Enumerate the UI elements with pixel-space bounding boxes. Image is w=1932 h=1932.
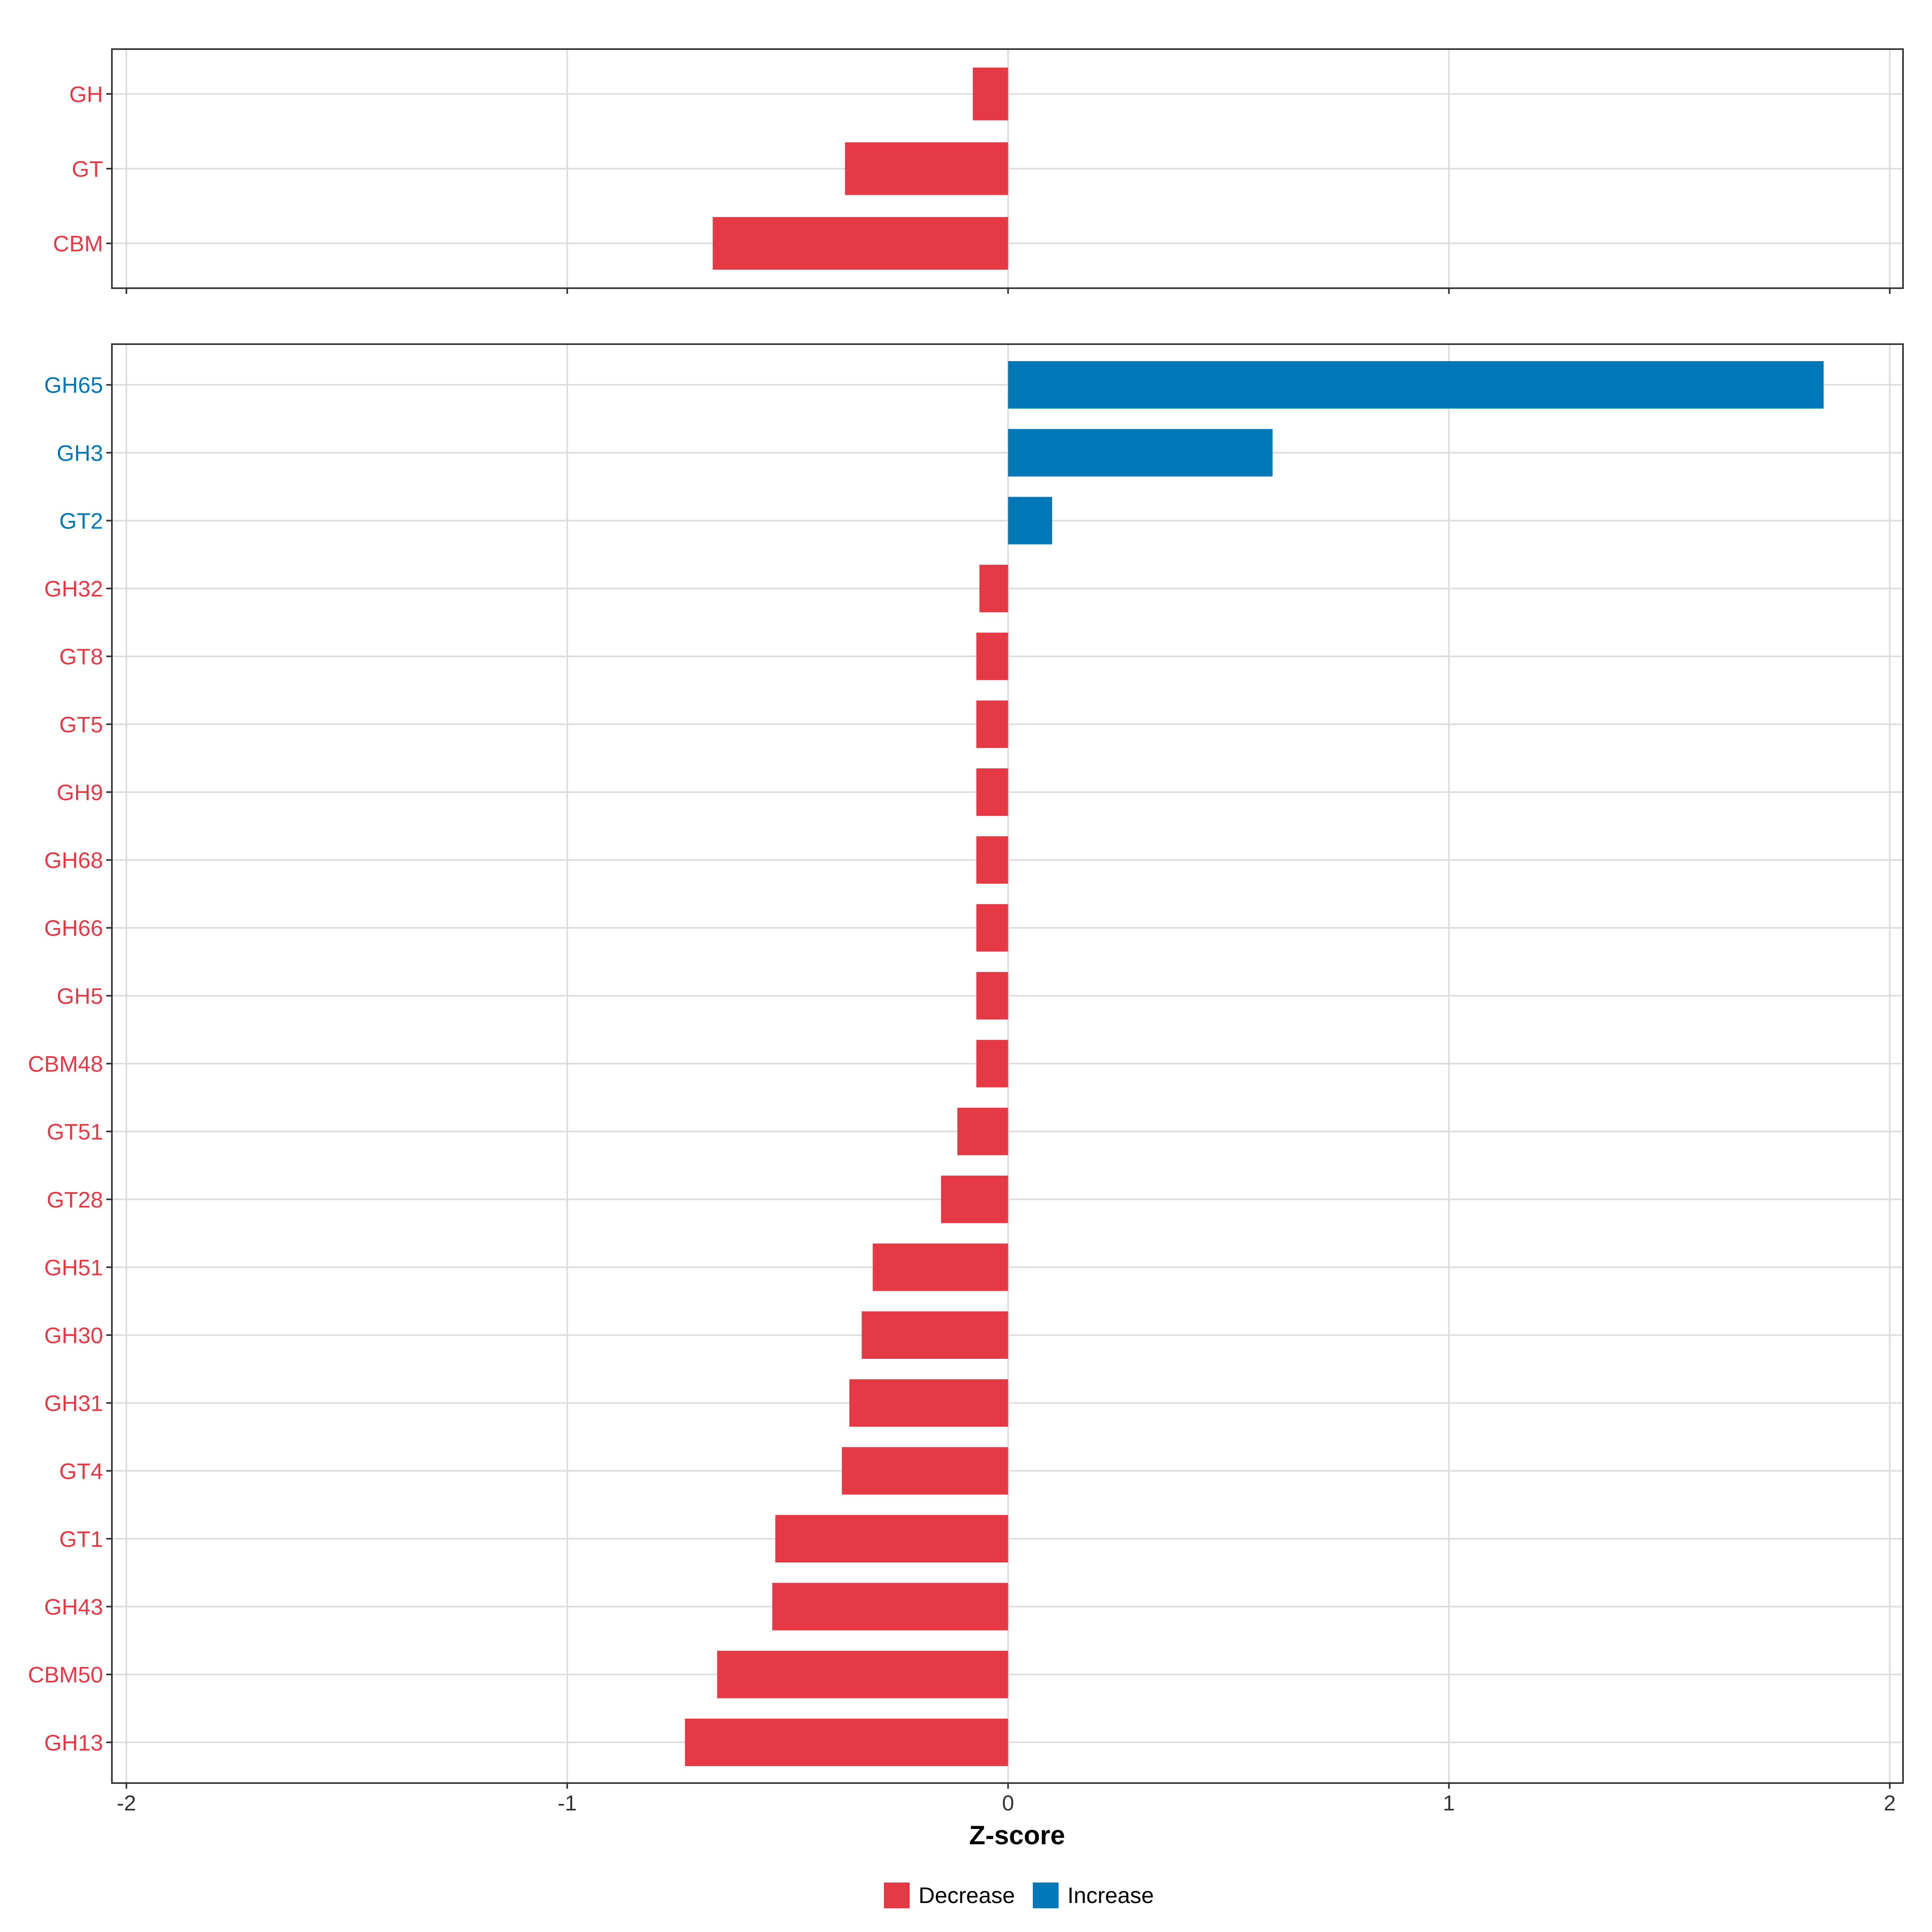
category-label-cbm: CBM	[53, 231, 103, 256]
bar-gt28	[941, 1175, 1008, 1223]
legend-swatch-decrease	[884, 1882, 910, 1908]
bar-gh32	[979, 565, 1008, 613]
category-label-gh51: GH51	[44, 1255, 103, 1280]
x-tick-label-4: 2	[1884, 1791, 1896, 1815]
x-tick-label-3: 1	[1443, 1791, 1455, 1815]
bar-gt4	[842, 1447, 1008, 1495]
bar-cbm50	[717, 1651, 1008, 1699]
bar-gh5	[976, 972, 1008, 1020]
bar-gh9	[976, 768, 1008, 816]
bar-gh30	[861, 1311, 1008, 1359]
bar-gt8	[976, 632, 1008, 680]
x-tick-label-1: -1	[557, 1791, 577, 1815]
bar-gh	[972, 67, 1008, 120]
category-label-gt1: GT1	[59, 1526, 103, 1552]
bar-gt2	[1008, 497, 1053, 545]
legend-swatch-increase	[1033, 1882, 1059, 1908]
bar-gh68	[976, 836, 1008, 884]
bar-gh13	[685, 1718, 1008, 1766]
category-label-gh32: GH32	[44, 576, 103, 601]
bar-gt	[845, 142, 1008, 195]
category-label-gh13: GH13	[44, 1730, 103, 1755]
category-label-gt2: GT2	[59, 508, 103, 533]
bar-gh43	[772, 1583, 1008, 1631]
bar-gt5	[976, 700, 1008, 748]
category-label-gt51: GT51	[47, 1119, 103, 1144]
category-label-gt: GT	[72, 156, 103, 182]
category-label-gh30: GH30	[44, 1323, 103, 1348]
category-label-cbm50: CBM50	[28, 1662, 103, 1687]
category-label-gt8: GT8	[59, 644, 103, 669]
category-label-gh66: GH66	[44, 915, 103, 941]
category-label-gh9: GH9	[57, 780, 103, 805]
bar-gh65	[1008, 361, 1824, 409]
category-label-gh43: GH43	[44, 1594, 103, 1620]
category-label-gt28: GT28	[47, 1187, 103, 1212]
bar-gh3	[1008, 429, 1273, 477]
category-label-cbm48: CBM48	[28, 1051, 103, 1077]
category-label-gt4: GT4	[59, 1458, 103, 1484]
bar-gh51	[873, 1243, 1008, 1291]
category-label-gh: GH	[69, 81, 103, 107]
bottom-panel: GH65 GH3 GT2 GH32 GT8 GT5 GH9 GH68 GH66 GH5 CBM48 G…	[28, 343, 1904, 1815]
category-label-gh31: GH31	[44, 1391, 103, 1416]
bar-cbm48	[976, 1040, 1008, 1088]
x-tick-label-2: 0	[1002, 1791, 1014, 1815]
category-label-gh68: GH68	[44, 848, 103, 873]
legend-label-increase: Increase	[1067, 1882, 1154, 1908]
legend-label-decrease: Decrease	[919, 1882, 1015, 1908]
bar-cbm	[712, 217, 1008, 270]
legend: Decrease Increase	[884, 1882, 1154, 1908]
top-panel: GH GT CBM	[53, 48, 1904, 294]
category-label-gh5: GH5	[57, 983, 103, 1009]
bar-gh31	[849, 1379, 1008, 1427]
bar-gh66	[976, 904, 1008, 952]
category-label-gt5: GT5	[59, 712, 103, 737]
bar-gt51	[957, 1108, 1008, 1156]
x-axis-title: Z-score	[969, 1820, 1065, 1850]
bar-gt1	[775, 1515, 1008, 1563]
category-label-gh3: GH3	[57, 440, 103, 466]
x-tick-label-0: -2	[117, 1791, 136, 1815]
category-label-gh65: GH65	[44, 372, 103, 398]
